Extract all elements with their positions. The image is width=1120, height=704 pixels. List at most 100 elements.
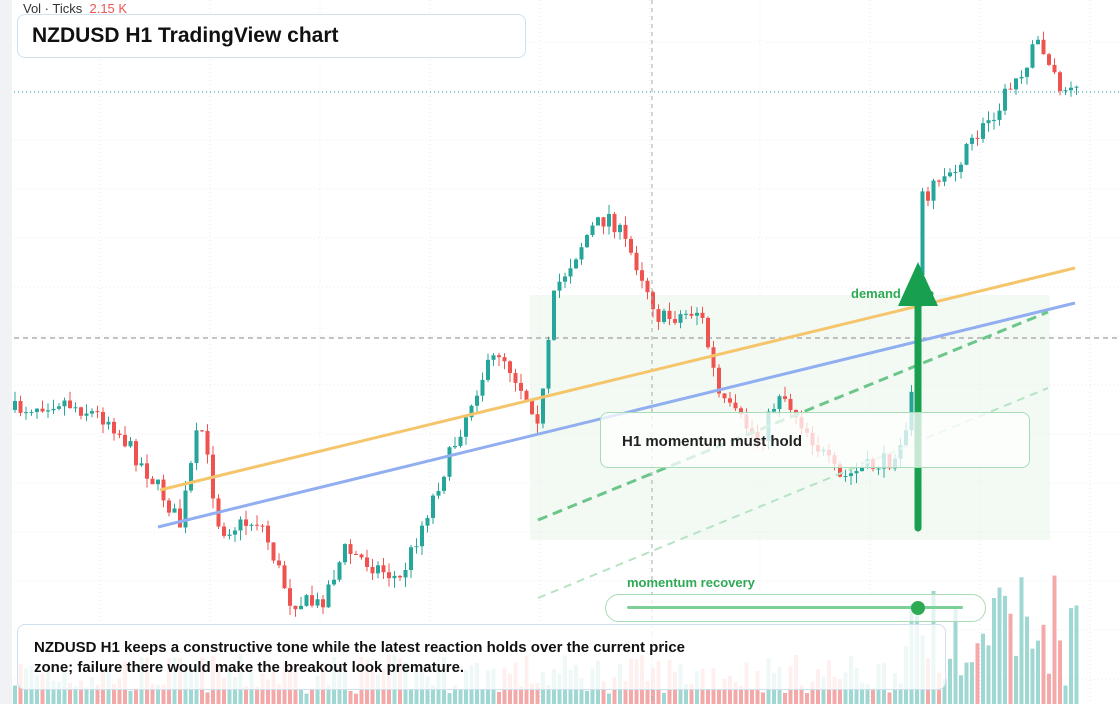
volume-bar [84,687,89,704]
candle-body [601,217,606,227]
volume-bar [959,675,963,704]
candle-body [508,361,512,373]
candle-body [79,407,83,416]
candle-body [354,554,358,556]
candle-body [618,224,622,233]
candle-body [392,575,397,579]
volume-bar [1003,595,1007,704]
volume-bar [805,693,809,704]
candle-body [359,554,364,558]
volume-bar [722,678,727,704]
volume-bar [244,686,248,704]
candle-body [293,605,298,610]
candle-body [46,410,50,412]
candle-body [634,252,639,271]
candle-body [563,276,567,282]
candle-body [238,519,243,531]
candle-body [315,599,320,606]
candle-body [1069,87,1073,91]
candle-body [68,400,72,409]
candle-body [128,441,133,447]
candle-body [497,355,501,358]
candle-body [557,281,562,291]
candle-body [227,534,232,536]
candle-body [343,544,347,563]
candle-body [997,110,1002,120]
candle-body [689,313,694,316]
volume-bar [310,688,314,704]
candle-body [975,137,980,139]
candle-body [843,476,848,478]
volume-bar [865,684,870,704]
volume-bar [684,684,688,704]
volume-bar [1069,608,1073,704]
candle-body [1063,90,1068,92]
slider-knob[interactable] [911,601,925,615]
candle-body [156,479,160,485]
candle-body [519,382,523,391]
candle-body [1074,86,1079,88]
volume-bar [821,676,826,704]
candle-body [959,164,963,172]
candle-body [788,398,793,410]
volume-bar [898,683,903,704]
volume-bar [1019,577,1024,704]
candle-body [387,572,391,579]
candle-body [139,463,144,466]
candle-body [282,565,287,589]
candle-body [739,408,743,415]
candle-body [172,508,177,513]
candle-body [414,546,419,548]
volume-bar [750,689,754,704]
candle-body [964,143,969,165]
volume-bar [68,683,72,704]
slider-track [627,606,963,609]
candle-body [381,565,386,573]
candle-body [920,191,925,275]
candle-body [981,123,985,139]
candle-body [310,595,314,606]
slider-label: momentum recovery [627,575,755,590]
volume-bar [948,658,952,704]
volume-value: 2.15 K [89,1,128,16]
candle-body [640,270,644,281]
volume-bar [90,677,94,704]
title-box [17,14,526,58]
volume-bar [887,692,892,704]
candle-body [370,566,375,574]
candle-body [194,430,199,464]
volume-bar [326,684,331,704]
volume-bar [689,683,694,704]
candle-body [673,319,677,323]
candle-body [948,172,952,177]
candle-body [101,411,105,425]
candle-body [585,235,589,248]
candle-body [288,588,292,606]
candle-body [24,412,28,414]
volume-bar [546,684,551,704]
volume-bar [453,685,457,704]
volume-bar [1074,605,1079,704]
volume-bar [992,597,996,704]
candle-body [321,599,325,608]
chart-title: NZDUSD H1 TradingView chart [32,24,339,47]
candle-body [574,259,578,269]
candle-body [255,524,259,526]
candle-body [645,280,650,293]
volume-bar [706,689,710,704]
volume-bar [975,643,980,704]
candle-body [480,379,485,396]
volume-bar [117,678,122,704]
candle-body [535,414,540,424]
left-edge [0,0,12,704]
candle-body [365,557,369,567]
volume-bar [986,645,991,704]
candle-body [420,525,424,547]
volume-bar [348,690,353,704]
volume-bar [255,686,259,704]
candle-body [150,478,155,485]
candle-body [783,396,787,399]
volume-bar [79,680,83,704]
candle-body [612,213,617,233]
candle-body [117,433,122,435]
